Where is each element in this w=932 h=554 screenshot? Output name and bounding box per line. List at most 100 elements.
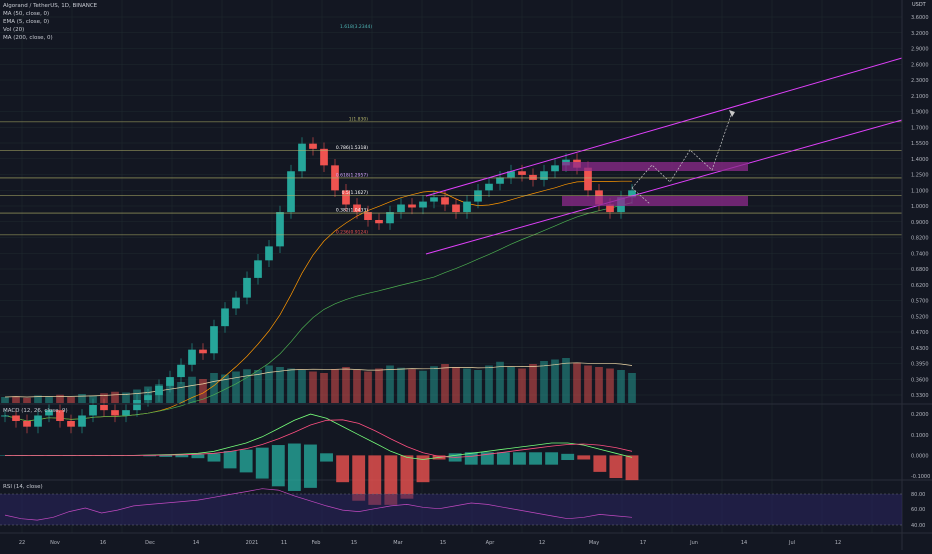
candle[interactable] (254, 260, 262, 278)
candle[interactable] (276, 212, 284, 247)
rsi-label[interactable]: RSI (14, close) (3, 484, 43, 490)
candle[interactable] (155, 385, 163, 396)
volume-bar (529, 364, 537, 403)
candle[interactable] (265, 246, 273, 261)
candle[interactable] (353, 204, 361, 213)
candle[interactable] (144, 395, 152, 400)
time-tick: 12 (539, 540, 545, 546)
candle[interactable] (133, 400, 141, 411)
candle[interactable] (122, 410, 130, 416)
volume-bar (78, 394, 86, 403)
volume-bar (595, 367, 603, 403)
rsi-tick: 40.00 (911, 523, 925, 529)
candle[interactable] (397, 204, 405, 213)
candle[interactable] (463, 201, 471, 213)
ma200-line[interactable] (4, 202, 633, 422)
fib-level-label: 0.382(1.0433) (336, 208, 368, 214)
channel-lower-line[interactable] (425, 119, 903, 255)
channel-upper-line[interactable] (425, 57, 903, 197)
candle[interactable] (474, 190, 482, 202)
macd-histogram-bar (416, 455, 430, 483)
candle[interactable] (540, 171, 548, 180)
candle[interactable] (232, 297, 240, 309)
candle[interactable] (419, 201, 427, 208)
macd-label[interactable]: MACD (12, 26, close, 9) (3, 408, 68, 414)
volume-bar (111, 391, 119, 403)
candle[interactable] (485, 183, 493, 191)
macd-histogram-bar (287, 443, 301, 491)
candle[interactable] (529, 174, 537, 180)
legend-ma200[interactable]: MA (200, close, 0) (3, 35, 53, 41)
legend-volume[interactable]: Vol (20) (3, 27, 25, 33)
candle[interactable] (496, 177, 504, 184)
candle[interactable] (408, 204, 416, 208)
candle[interactable] (584, 167, 592, 191)
candle[interactable] (210, 326, 218, 354)
candle[interactable] (23, 420, 31, 427)
volume-bar (331, 369, 339, 403)
candle[interactable] (199, 349, 207, 354)
price-tick: 2.6000 (911, 62, 929, 68)
candle[interactable] (518, 171, 526, 175)
macd-histogram-bar (271, 445, 285, 487)
candle[interactable] (188, 349, 196, 365)
resistance-zone[interactable] (562, 162, 748, 171)
candle[interactable] (364, 212, 372, 220)
candle[interactable] (45, 410, 53, 416)
currency-label[interactable]: USDT (912, 2, 926, 8)
candle[interactable] (177, 364, 185, 378)
candle[interactable] (507, 171, 515, 178)
candle[interactable] (375, 219, 383, 224)
price-tick: 0.3600 (911, 377, 929, 383)
candle[interactable] (166, 377, 174, 386)
macd-signal-line[interactable] (5, 419, 633, 458)
ascending-channel[interactable] (425, 57, 903, 255)
candle[interactable] (342, 190, 350, 205)
candle[interactable] (628, 190, 636, 198)
price-tick: 2.9000 (911, 47, 929, 53)
candle[interactable] (320, 148, 328, 166)
candle[interactable] (243, 277, 251, 298)
candle[interactable] (111, 410, 119, 416)
volume-bar (441, 364, 449, 403)
fib-level-label: 0.5(1.1627) (342, 190, 369, 196)
macd-histogram-bar (207, 453, 221, 462)
candle[interactable] (298, 143, 306, 172)
time-tick: 16 (100, 540, 106, 546)
candle[interactable] (430, 197, 438, 202)
volume-bar (298, 370, 306, 403)
support-zone[interactable] (562, 196, 748, 206)
legend-ema5[interactable]: EMA (5, close, 0) (3, 19, 50, 25)
projection-path[interactable] (631, 111, 733, 189)
candle[interactable] (78, 415, 86, 427)
candle[interactable] (12, 415, 20, 421)
candle[interactable] (452, 204, 460, 213)
macd-histogram-bar (513, 452, 526, 465)
candle[interactable] (386, 212, 394, 224)
candle[interactable] (551, 165, 559, 172)
candle[interactable] (1, 415, 9, 417)
volume-bar (573, 362, 581, 403)
candle[interactable] (100, 404, 108, 411)
projection-path-down[interactable] (631, 187, 651, 205)
candle[interactable] (89, 404, 97, 416)
candle[interactable] (34, 415, 42, 427)
legend-ma50[interactable]: MA (50, close, 0) (3, 11, 50, 17)
symbol-title[interactable]: Algorand / TetherUS, 1D, BINANCE (3, 3, 98, 9)
macd-histogram-bar (400, 455, 414, 499)
time-tick: Jul (788, 540, 795, 546)
candle[interactable] (56, 410, 64, 421)
candle[interactable] (441, 197, 449, 205)
candle[interactable] (221, 308, 229, 327)
macd-histogram-bar (239, 449, 253, 473)
candle[interactable] (67, 420, 75, 427)
volume-bar (122, 392, 130, 403)
volume-bar (628, 373, 636, 403)
rsi-line[interactable] (4, 488, 633, 521)
candle[interactable] (287, 171, 295, 213)
candle[interactable] (309, 143, 317, 149)
volume-bar (430, 366, 438, 403)
candle[interactable] (606, 204, 614, 213)
